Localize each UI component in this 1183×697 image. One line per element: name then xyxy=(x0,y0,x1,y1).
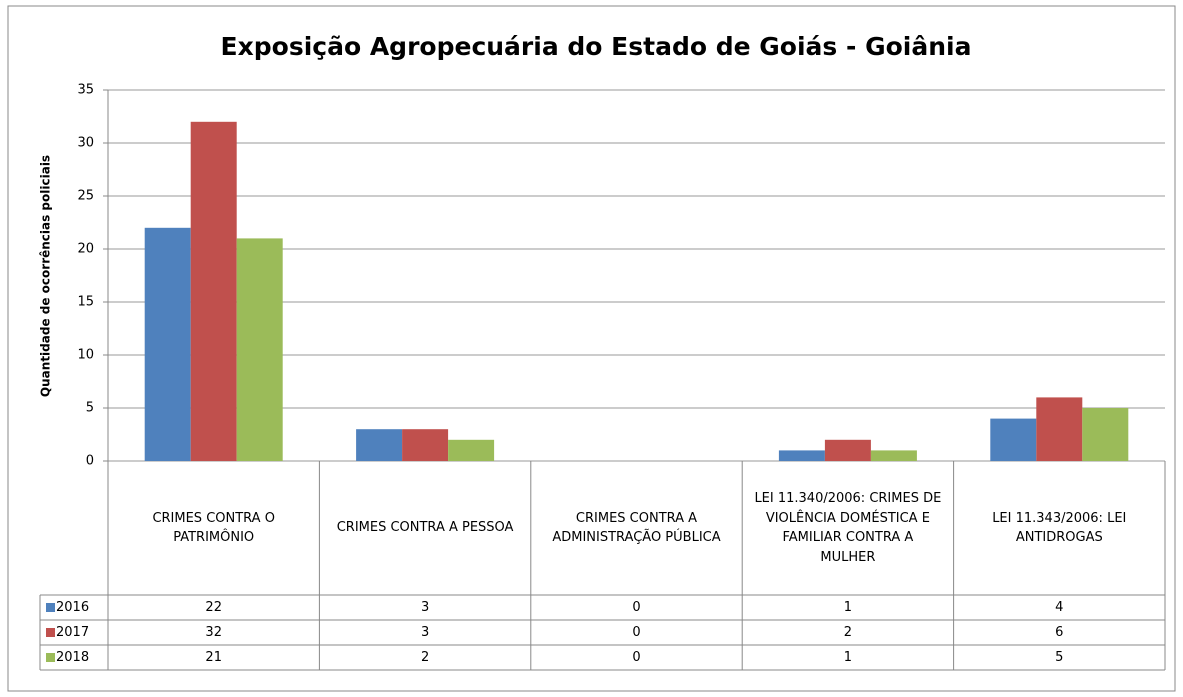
table-value: 1 xyxy=(843,599,853,615)
bar xyxy=(870,450,917,461)
table-value: 3 xyxy=(420,624,430,640)
bar xyxy=(1036,397,1083,461)
table-value: 2 xyxy=(420,649,430,665)
chart-title: Exposição Agropecuária do Estado de Goiá… xyxy=(221,32,972,61)
legend-label: 2016 xyxy=(56,599,90,615)
table-value: 22 xyxy=(205,599,222,615)
y-tick-label: 30 xyxy=(77,136,94,151)
y-tick-label: 15 xyxy=(77,295,94,310)
bar xyxy=(824,439,871,461)
bar xyxy=(190,121,237,462)
bar xyxy=(1082,408,1129,461)
bar xyxy=(356,429,403,461)
y-tick-label: 25 xyxy=(77,189,94,204)
table-value: 6 xyxy=(1055,624,1064,640)
legend-label: 2018 xyxy=(56,649,90,665)
table-value: 4 xyxy=(1055,599,1064,615)
legend-label: 2017 xyxy=(56,624,90,640)
y-tick-label: 10 xyxy=(77,348,94,363)
bar xyxy=(448,439,495,461)
y-tick-label: 20 xyxy=(77,242,94,257)
category-label: CRIMES CONTRA O PATRIMÔNIO xyxy=(152,510,275,546)
y-axis-label: Quantidade de ocorrências policiais xyxy=(39,155,53,397)
bar xyxy=(236,238,283,461)
bar xyxy=(778,450,825,461)
y-tick-label: 5 xyxy=(86,401,94,416)
legend-key xyxy=(46,628,55,637)
category-label: LEI 11.343/2006: LEI ANTIDROGAS xyxy=(992,510,1127,546)
category-label: LEI 11.340/2006: CRIMES DE VIOLÊNCIA DOM… xyxy=(754,491,942,565)
table-value: 5 xyxy=(1055,649,1064,665)
bar xyxy=(402,429,449,461)
table-value: 21 xyxy=(205,649,222,665)
y-tick-label: 0 xyxy=(86,454,94,469)
legend-key xyxy=(46,653,55,662)
table-value: 3 xyxy=(420,599,430,615)
table-value: 0 xyxy=(632,649,641,665)
y-tick-label: 35 xyxy=(77,83,94,98)
legend-key xyxy=(46,603,55,612)
category-label: CRIMES CONTRA A PESSOA xyxy=(336,520,514,536)
bar xyxy=(990,418,1037,461)
table-value: 1 xyxy=(843,649,853,665)
table-value: 32 xyxy=(205,624,222,640)
table-value: 0 xyxy=(632,599,641,615)
table-value: 0 xyxy=(632,624,641,640)
bar xyxy=(144,227,191,461)
category-label: CRIMES CONTRA A ADMINISTRAÇÃO PÚBLICA xyxy=(552,510,721,546)
table-value: 2 xyxy=(843,624,853,640)
